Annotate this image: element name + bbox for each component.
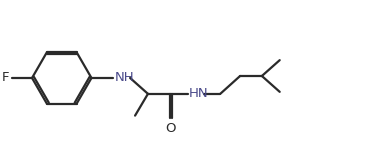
Text: NH: NH bbox=[114, 71, 134, 84]
Text: F: F bbox=[2, 71, 9, 84]
Text: HN: HN bbox=[189, 87, 208, 100]
Text: O: O bbox=[165, 122, 176, 135]
